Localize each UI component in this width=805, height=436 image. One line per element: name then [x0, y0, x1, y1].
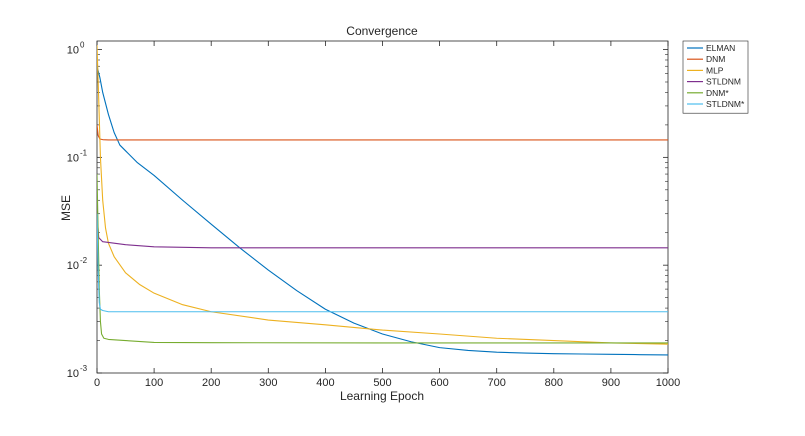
x-axis-title: Learning Epoch	[340, 389, 424, 403]
x-tick-label: 400	[316, 377, 334, 389]
legend-label-dnm-star: DNM*	[706, 88, 729, 98]
x-tick-label: 500	[373, 377, 391, 389]
y-tick-exponent: -2	[80, 256, 88, 265]
x-tick-label: 900	[602, 377, 620, 389]
legend-box	[682, 40, 749, 114]
axes-box	[96, 40, 669, 374]
series-line-stldnm-star	[97, 213, 668, 313]
y-tick-exponent: -1	[80, 148, 88, 157]
x-tick-label: 100	[145, 377, 163, 389]
y-tick-label: 10	[67, 260, 79, 272]
y-tick-label: 10	[67, 368, 79, 380]
legend-label-mlp: MLP	[706, 65, 724, 75]
chart-title: Convergence	[346, 24, 418, 38]
x-tick-label: 1000	[656, 377, 680, 389]
legend-label-stldnm: STLDNM	[706, 77, 741, 87]
series-line-stldnm	[97, 213, 668, 249]
series-line-mlp	[97, 45, 668, 345]
x-tick-label: 800	[545, 377, 563, 389]
series-line-dnm-star	[97, 174, 668, 344]
legend-label-dnm: DNM	[706, 54, 725, 64]
y-tick-exponent: 0	[80, 41, 85, 50]
x-tick-label: 200	[202, 377, 220, 389]
series-group	[97, 45, 668, 356]
x-tick-label: 0	[94, 377, 100, 389]
y-tick-label: 10	[67, 152, 79, 164]
x-tick-label: 700	[488, 377, 506, 389]
x-tick-label: 600	[430, 377, 448, 389]
legend-label-elman: ELMAN	[706, 43, 735, 53]
x-tick-label: 300	[259, 377, 277, 389]
series-line-elman	[97, 66, 668, 356]
y-tick-label: 10	[67, 45, 79, 57]
y-axis-title: MSE	[59, 195, 73, 221]
legend-label-stldnm-star: STLDNM*	[706, 99, 745, 109]
y-tick-exponent: -3	[80, 364, 88, 373]
series-line-dnm	[97, 124, 668, 141]
plot-area: 0 100 200 300 400 500 600 700 800 900 100010-310-2…	[67, 41, 680, 389]
